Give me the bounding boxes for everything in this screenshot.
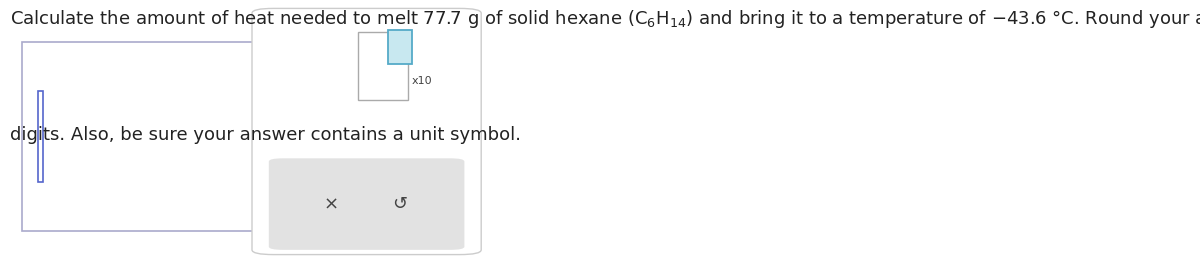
Text: x10: x10 [412, 76, 432, 86]
Text: digits. Also, be sure your answer contains a unit symbol.: digits. Also, be sure your answer contai… [10, 126, 521, 144]
Text: ↺: ↺ [392, 195, 408, 213]
Bar [388, 30, 412, 64]
Text: Calculate the amount of heat needed to melt 77.7 g of solid hexane (C$_6$H$_{14}: Calculate the amount of heat needed to m… [10, 8, 1200, 30]
FancyBboxPatch shape [269, 158, 464, 250]
FancyBboxPatch shape [252, 8, 481, 255]
Bar [22, 42, 256, 231]
Bar [38, 91, 43, 182]
Text: ×: × [324, 195, 338, 213]
Bar [358, 32, 408, 100]
